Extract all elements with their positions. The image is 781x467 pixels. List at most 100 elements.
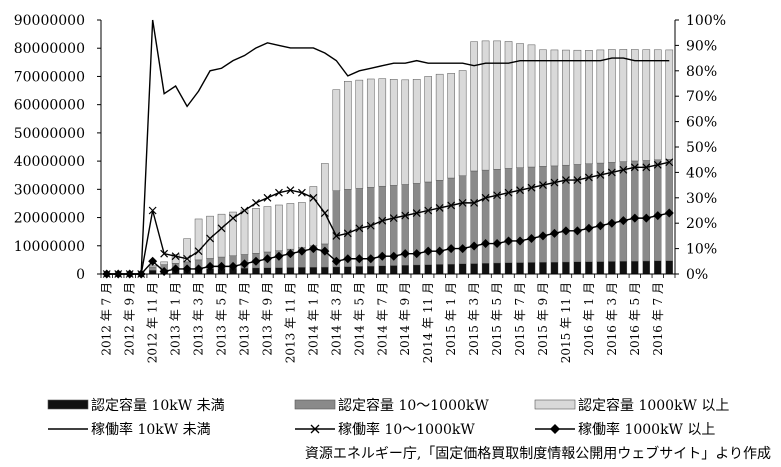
point-s1-33 bbox=[481, 193, 490, 202]
point-s2-8 bbox=[194, 264, 204, 274]
point-s1-43 bbox=[596, 171, 605, 179]
bar-s1-20 bbox=[332, 190, 341, 268]
bar-s0-35 bbox=[504, 262, 513, 275]
bar-s2-39 bbox=[550, 49, 559, 167]
bar-s2-25 bbox=[389, 79, 398, 186]
point-s1-38 bbox=[539, 181, 547, 190]
point-s1-27 bbox=[412, 209, 421, 217]
bar-s2-42 bbox=[585, 50, 593, 165]
legend-entry-5: 稼働率 1000kW 以上 bbox=[535, 421, 715, 438]
point-s1-21 bbox=[343, 229, 352, 238]
point-s1-36 bbox=[516, 186, 524, 195]
bar-s2-20 bbox=[332, 89, 341, 191]
x-tick-label-22: 2016 年 3 月 bbox=[605, 282, 619, 356]
point-s2-20 bbox=[331, 256, 341, 266]
bar-s0-22 bbox=[355, 266, 364, 275]
bar-s0-25 bbox=[390, 265, 398, 275]
bar-s2-16 bbox=[286, 203, 295, 250]
point-s2-15 bbox=[274, 251, 284, 261]
point-s1-19 bbox=[320, 209, 329, 217]
point-s1-24 bbox=[378, 216, 387, 225]
point-s1-31 bbox=[458, 198, 467, 207]
y-left-tick-label-0: 0 bbox=[76, 267, 85, 283]
bar-s0-24 bbox=[378, 265, 386, 275]
y-left-tick-label-7: 70000000 bbox=[14, 69, 85, 85]
x-tick-label-20: 2015 年 11 月 bbox=[559, 282, 573, 363]
point-s2-21 bbox=[343, 254, 353, 264]
bar-s2-7 bbox=[183, 238, 191, 263]
point-s1-5 bbox=[160, 249, 169, 258]
bar-s2-41 bbox=[573, 49, 582, 165]
bar-s2-49 bbox=[665, 49, 674, 160]
bar-s0-38 bbox=[539, 262, 547, 275]
point-s1-12 bbox=[240, 206, 249, 215]
bar-s0-21 bbox=[344, 266, 352, 275]
bar-s2-33 bbox=[481, 40, 490, 171]
bar-s2-19 bbox=[321, 163, 329, 245]
bar-s2-48 bbox=[653, 49, 662, 161]
point-s1-18 bbox=[309, 193, 318, 202]
legend-entry-0: 認定容量 10kW 未満 bbox=[47, 397, 225, 414]
bar-s2-17 bbox=[298, 202, 306, 248]
bar-s0-39 bbox=[550, 261, 559, 275]
lines-layer bbox=[102, 19, 674, 279]
bar-s2-24 bbox=[378, 78, 387, 187]
bar-s0-42 bbox=[585, 261, 593, 275]
legend-entry-3: 稼働率 10kW 未満 bbox=[48, 421, 211, 438]
point-s1-29 bbox=[435, 204, 444, 212]
bar-s2-14 bbox=[263, 206, 272, 253]
bar-s2-37 bbox=[527, 44, 536, 168]
y-right-tick-label-7: 70% bbox=[686, 89, 717, 105]
x-tick-label-12: 2014 年 7 月 bbox=[375, 282, 389, 356]
x-tick-label-23: 2016 年 5 月 bbox=[628, 282, 642, 356]
point-s1-6 bbox=[171, 252, 180, 261]
point-s1-4 bbox=[148, 206, 157, 215]
y-left-tick-label-1: 10000000 bbox=[14, 239, 85, 255]
point-s2-10 bbox=[217, 261, 227, 271]
point-s2-32 bbox=[469, 241, 479, 251]
x-tick-label-6: 2013 年 7 月 bbox=[238, 282, 252, 356]
x-tick-label-7: 2013 年 9 月 bbox=[260, 282, 274, 356]
point-s1-17 bbox=[297, 188, 306, 197]
y-right-tick-label-1: 10% bbox=[686, 242, 717, 258]
bar-s0-16 bbox=[286, 267, 295, 275]
point-s1-8 bbox=[194, 247, 203, 256]
point-s2-49 bbox=[664, 208, 674, 218]
bar-s0-40 bbox=[562, 261, 570, 275]
point-s2-4 bbox=[148, 256, 158, 266]
legend-entry-1: 認定容量 10〜1000kW bbox=[294, 397, 489, 414]
bar-s2-30 bbox=[447, 73, 455, 179]
y-right-tick-label-2: 20% bbox=[686, 216, 717, 232]
point-s2-6 bbox=[171, 264, 181, 274]
x-tick-label-1: 2012 年 9 月 bbox=[123, 282, 137, 356]
bar-s0-43 bbox=[596, 261, 605, 275]
point-s2-40 bbox=[561, 226, 571, 236]
bar-s2-15 bbox=[275, 204, 283, 251]
bar-s0-23 bbox=[367, 265, 375, 275]
x-tick-label-15: 2015 年 1 月 bbox=[444, 282, 458, 356]
point-s1-11 bbox=[229, 214, 237, 223]
bar-s0-30 bbox=[447, 263, 455, 275]
bar-s1-34 bbox=[493, 169, 501, 264]
bar-s2-11 bbox=[229, 211, 237, 257]
point-s2-7 bbox=[182, 264, 192, 274]
y-left-tick-label-8: 80000000 bbox=[14, 41, 85, 57]
point-s2-16 bbox=[285, 249, 295, 259]
point-s2-34 bbox=[492, 239, 502, 249]
bar-s0-33 bbox=[481, 263, 490, 275]
bar-s1-4 bbox=[148, 266, 157, 271]
bar-s0-41 bbox=[573, 261, 582, 275]
bar-s0-4 bbox=[148, 270, 157, 275]
bar-s2-32 bbox=[470, 41, 478, 172]
x-tick-label-8: 2013 年 11 月 bbox=[283, 282, 297, 363]
bar-s0-19 bbox=[321, 266, 329, 275]
point-s2-37 bbox=[527, 233, 536, 243]
point-s2-30 bbox=[446, 244, 456, 254]
bar-s2-47 bbox=[642, 49, 651, 161]
bar-s2-38 bbox=[539, 49, 547, 167]
y-left-tick-label-4: 40000000 bbox=[14, 154, 85, 170]
point-s1-25 bbox=[389, 214, 398, 223]
point-s1-30 bbox=[447, 201, 456, 210]
